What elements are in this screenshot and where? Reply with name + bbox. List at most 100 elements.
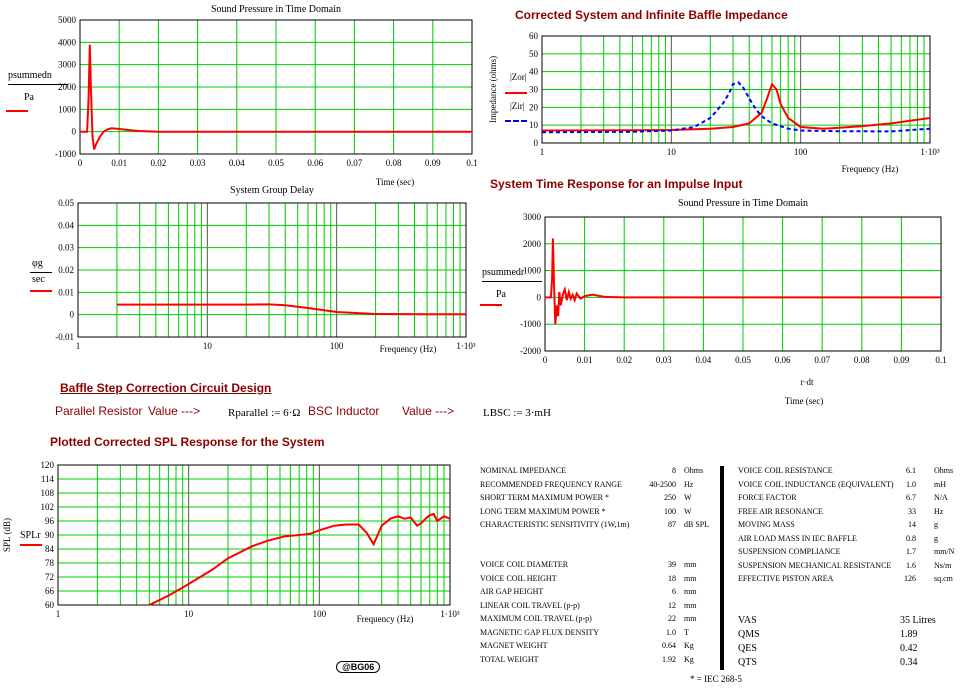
- x-tick-label: 0.07: [814, 355, 830, 365]
- x-tick-label: 0.1: [935, 355, 946, 365]
- chart-sound-pressure-2: -2000 -1000 0 1000 2000 3000 0 0.01 0.02 0.03 0.04…: [520, 198, 947, 406]
- x-tick-label: 0.09: [425, 158, 441, 168]
- spec-value: 8: [672, 466, 676, 475]
- y-tick-label: -0.01: [55, 332, 74, 342]
- spl-heading: Plotted Corrected SPL Response for the S…: [50, 435, 325, 449]
- y-tick-label: 0: [534, 138, 539, 148]
- x-tick-label: 0.06: [775, 355, 791, 365]
- y-tick-label: 0.03: [58, 243, 74, 253]
- specs-table-ts: VOICE COIL RESISTANCE 6.1 Ohms VOICE COIL I…: [738, 466, 960, 591]
- spec-label: TOTAL WEIGHT: [480, 654, 539, 664]
- x-axis-label: Time (sec): [785, 396, 823, 406]
- spec-label: CHARACTERISTIC SENSITIVITY (1W,1m): [480, 520, 630, 529]
- plot-frame: [541, 35, 931, 144]
- y-tick-label: 5000: [58, 15, 77, 25]
- chart-impedance: 0 10 20 30 40 50 60 1 10 100 1·10³ Frequency (Hz) Im…: [488, 31, 940, 174]
- x-tick-label: 0.09: [894, 355, 910, 365]
- y-tick-label: 72: [45, 572, 54, 582]
- spec-unit: Ohms: [934, 466, 954, 475]
- series-line-1: [80, 44, 472, 150]
- y-tick-label: 0.01: [58, 287, 74, 297]
- spec-value: 6.7: [906, 493, 916, 502]
- y-axis-label: Impedance (ohms): [488, 56, 498, 123]
- spec-unit: g: [934, 533, 938, 543]
- spec-label: MAGNETIC GAP FLUX DENSITY: [480, 627, 600, 637]
- y-tick-label: 0: [72, 127, 77, 137]
- spec-label: RECOMMENDED FREQUENCY RANGE: [480, 479, 622, 489]
- x-tick-label: 0.04: [696, 355, 712, 365]
- y-tick-label: 60: [45, 600, 55, 610]
- baffle-heading: Baffle Step Correction Circuit Design: [60, 381, 272, 395]
- y-tick-label: 0: [537, 292, 542, 302]
- legend-spl: SPLr: [20, 530, 41, 541]
- ts-label: QMS: [738, 629, 760, 640]
- x-axis-label: Frequency (Hz): [357, 614, 414, 624]
- ts-value: 1.89: [900, 629, 918, 640]
- spec-unit: mm: [684, 614, 697, 623]
- spec-unit: mH: [934, 479, 946, 489]
- spec-value: 0.64: [662, 641, 676, 650]
- x-tick-label: 10: [203, 341, 213, 351]
- y-tick-label: 30: [529, 85, 539, 95]
- legend-swatch-4: [480, 304, 502, 306]
- spec-unit: mm/N: [934, 547, 955, 556]
- x-tick-label: 1·10³: [920, 147, 939, 157]
- legend-swatch-zo: [505, 92, 527, 94]
- y-tick-label: 0.04: [58, 220, 74, 230]
- impulse-heading: System Time Response for an Impulse Inpu…: [490, 177, 743, 191]
- spec-value: 18: [668, 573, 676, 583]
- spec-unit: T: [684, 627, 689, 637]
- spec-value: 0.8: [906, 533, 916, 543]
- spec-unit: N/A: [934, 493, 948, 502]
- spec-value: 87: [668, 520, 676, 529]
- y-tick-label: 102: [41, 502, 55, 512]
- spec-value: 1.6: [906, 560, 916, 570]
- x-tick-label: 0.04: [229, 158, 245, 168]
- x-tick-label: 0.06: [307, 158, 323, 168]
- bsc-inductor-label: BSC Inductor: [308, 404, 380, 418]
- x-tick-label: 1: [56, 609, 61, 619]
- spec-value: 126: [904, 574, 916, 583]
- plot-frame: [79, 19, 473, 155]
- chart-title: Sound Pressure in Time Domain: [211, 4, 341, 15]
- y-tick-label: 0.02: [58, 265, 74, 275]
- spec-unit: Hz: [684, 479, 694, 489]
- y-tick-label: 96: [45, 516, 55, 526]
- x-tick-label: 0: [78, 158, 83, 168]
- plot-frame: [77, 202, 467, 338]
- spec-value: 39: [668, 560, 676, 569]
- y-tick-label: 2000: [58, 82, 77, 92]
- y-tick-label: -1000: [520, 319, 541, 329]
- spec-label: SHORT TERM MAXIMUM POWER *: [480, 493, 610, 502]
- ts-value: 0.34: [900, 657, 918, 668]
- ts-label: QES: [738, 643, 757, 654]
- x-expression-label: r·dt: [801, 377, 814, 387]
- spec-unit: mm: [684, 560, 697, 569]
- legend-swatch-1: [6, 110, 28, 112]
- x-tick-label: 100: [794, 147, 808, 157]
- spec-value: 14: [908, 520, 916, 529]
- series-line-1: [545, 238, 941, 325]
- spec-value: 1.92: [662, 654, 676, 664]
- x-tick-label: 0.01: [577, 355, 593, 365]
- y-tick-label: 3000: [58, 60, 77, 70]
- chart-title: Sound Pressure in Time Domain: [678, 198, 808, 209]
- y-tick-label: -2000: [520, 346, 541, 356]
- specs-table-general: NOMINAL IMPEDANCE 8 Ohms RECOMMENDED FREQUE…: [480, 466, 710, 536]
- x-tick-label: 0.05: [268, 158, 284, 168]
- legend-swatch-3: [30, 290, 52, 292]
- series-line-1: [148, 512, 451, 606]
- spec-value: 100: [664, 506, 676, 516]
- spec-label: LINEAR COIL TRAVEL (p-p): [480, 600, 580, 610]
- spec-value: 1.7: [906, 547, 916, 556]
- fraction-bar-1: [8, 84, 68, 85]
- spec-label: FORCE FACTOR: [738, 493, 797, 502]
- y-tick-label: 10: [529, 120, 539, 130]
- x-tick-label: 0.01: [111, 158, 127, 168]
- series-line-2: [541, 81, 931, 134]
- y-axis-label: SPL (dB): [2, 518, 12, 552]
- legend-pa-2: Pa: [496, 289, 506, 300]
- spec-unit: Kg: [684, 641, 694, 650]
- x-tick-label: 1·10³: [440, 609, 459, 619]
